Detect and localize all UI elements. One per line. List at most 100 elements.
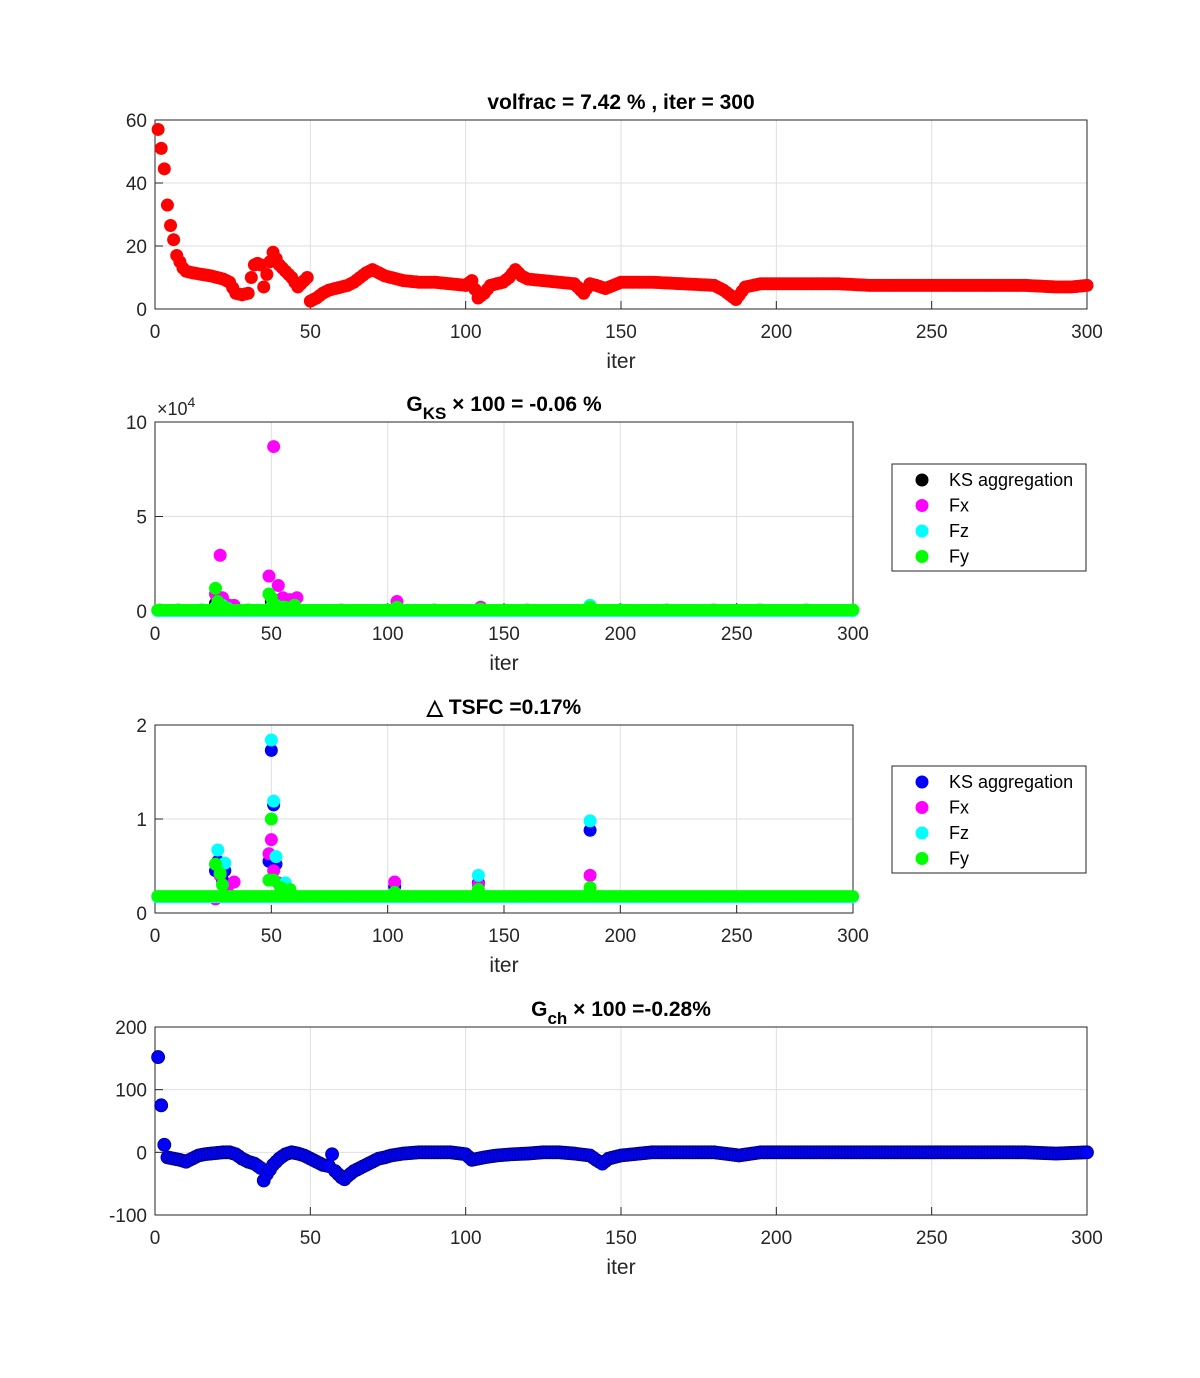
subplot-1: 0 50 100 150 200 250 300 0 20 40 60 volfrac = 7.42 … <box>126 91 1103 373</box>
x-tick-label: 300 <box>1071 322 1103 343</box>
data-point <box>264 733 278 747</box>
y-exponent-label: ×104 <box>157 394 196 419</box>
x-axis-label: iter <box>489 652 518 675</box>
legend-label: Fy <box>949 849 969 869</box>
data-point <box>257 280 271 294</box>
data-point <box>241 286 255 300</box>
x-tick-label: 50 <box>300 322 321 343</box>
data-point <box>264 743 278 757</box>
y-tick-label: 10 <box>126 413 147 434</box>
data-point <box>151 1050 166 1064</box>
x-tick-label: 300 <box>837 926 869 947</box>
x-tick-label: 250 <box>721 624 753 645</box>
chart-title: △ TSFC =0.17% <box>426 696 582 719</box>
data-point <box>269 850 283 864</box>
axes-frame <box>154 119 1088 310</box>
data-point <box>215 878 229 892</box>
axes-frame <box>154 1026 1088 1216</box>
x-tick-label: 100 <box>450 322 482 343</box>
data-point <box>167 233 181 247</box>
legend-marker <box>915 473 929 487</box>
y-tick-label: 40 <box>126 174 147 195</box>
data-point <box>300 271 314 284</box>
data-point <box>1080 278 1094 292</box>
x-tick-label: 200 <box>760 322 792 343</box>
legend: KS aggregation Fx Fz Fy <box>891 463 1087 572</box>
data-point <box>227 875 241 889</box>
x-tick-label: 50 <box>261 624 282 645</box>
y-tick-label: 0 <box>136 300 147 321</box>
legend-label: Fz <box>949 521 969 541</box>
axes-frame <box>154 724 854 914</box>
baseline-points <box>151 890 859 903</box>
data-points <box>151 1050 1094 1188</box>
data-points <box>151 733 859 906</box>
data-point <box>244 271 258 284</box>
y-tick-label: 20 <box>126 237 147 258</box>
legend-label: Fx <box>949 798 969 818</box>
data-point <box>583 823 597 837</box>
data-point <box>471 868 485 882</box>
series-fy <box>208 812 597 899</box>
chart-title: volfrac = 7.42 % , iter = 300 <box>487 91 754 114</box>
legend-marker <box>915 852 929 865</box>
legend-label: KS aggregation <box>949 470 1073 490</box>
y-tick-label: 0 <box>136 904 147 925</box>
x-tick-label: 200 <box>604 926 636 947</box>
y-tick-label: 0 <box>136 1143 147 1164</box>
data-point <box>267 440 281 454</box>
x-tick-label: 300 <box>837 624 869 645</box>
data-point <box>262 569 276 583</box>
x-tick-label: 150 <box>488 926 520 947</box>
x-tick-label: 250 <box>916 1228 948 1249</box>
x-tick-label: 100 <box>372 624 404 645</box>
x-tick-label: 100 <box>372 926 404 947</box>
chart-title: Gch × 100 =-0.28% <box>531 998 711 1028</box>
x-tick-label: 300 <box>1071 1228 1103 1249</box>
x-tick-label: 50 <box>261 926 282 947</box>
x-tick-label: 0 <box>150 926 161 947</box>
data-point <box>1080 1145 1094 1160</box>
data-point <box>847 604 859 617</box>
legend-marker <box>915 775 929 789</box>
data-point <box>154 141 168 155</box>
x-axis-label: iter <box>606 350 635 373</box>
data-point <box>151 122 165 136</box>
x-axis-label: iter <box>606 1256 635 1279</box>
data-point <box>267 794 281 808</box>
data-point <box>154 1098 169 1113</box>
y-tick-label: -100 <box>109 1206 147 1227</box>
x-tick-label: 200 <box>760 1228 792 1249</box>
legend-marker <box>915 499 929 512</box>
subplot-2: 0 50 100 150 200 250 300 0 5 10 ×104 GKS × 100 = -0… <box>126 393 1087 675</box>
data-point <box>583 868 597 882</box>
data-point <box>208 581 222 595</box>
data-point <box>325 1147 339 1162</box>
x-tick-label: 0 <box>150 322 161 343</box>
data-point <box>157 1137 172 1152</box>
data-point <box>164 219 178 233</box>
x-tick-label: 250 <box>721 926 753 947</box>
data-point <box>264 812 278 826</box>
data-point <box>213 548 227 562</box>
x-tick-label: 0 <box>150 1228 161 1249</box>
data-point <box>157 162 171 176</box>
y-tick-label: 2 <box>136 716 147 737</box>
series-1 <box>151 122 1094 308</box>
legend-label: KS aggregation <box>949 772 1073 792</box>
legend-marker <box>915 801 929 814</box>
legend-marker <box>915 550 929 563</box>
subplot-3: 0 50 100 150 200 250 300 0 1 2 △ TSFC =0.17% iter KS… <box>136 696 1087 977</box>
x-tick-label: 100 <box>450 1228 482 1249</box>
y-tick-label: 1 <box>136 810 147 831</box>
x-tick-label: 50 <box>300 1228 321 1249</box>
data-point <box>847 890 859 903</box>
baseline-points <box>151 604 859 617</box>
data-point <box>213 867 227 881</box>
data-point <box>583 814 597 828</box>
data-point <box>160 198 174 212</box>
y-tick-label: 5 <box>136 508 147 529</box>
x-tick-label: 250 <box>916 322 948 343</box>
